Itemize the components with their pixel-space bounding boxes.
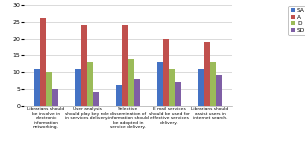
Bar: [46, 72, 52, 106]
Bar: [122, 25, 128, 106]
Bar: [75, 69, 81, 106]
Bar: [93, 92, 99, 106]
Bar: [204, 42, 210, 106]
Bar: [81, 25, 87, 106]
Bar: [134, 79, 140, 106]
Bar: [87, 62, 93, 106]
Bar: [128, 59, 134, 106]
Bar: [169, 69, 175, 106]
Bar: [52, 89, 59, 106]
Legend: SA, A, D, SD: SA, A, D, SD: [288, 6, 305, 35]
Bar: [157, 62, 163, 106]
Bar: [40, 18, 46, 106]
Bar: [198, 69, 204, 106]
Bar: [216, 75, 222, 106]
Bar: [34, 69, 40, 106]
Bar: [163, 38, 169, 106]
Bar: [116, 85, 122, 106]
Bar: [175, 82, 181, 106]
Bar: [210, 62, 216, 106]
